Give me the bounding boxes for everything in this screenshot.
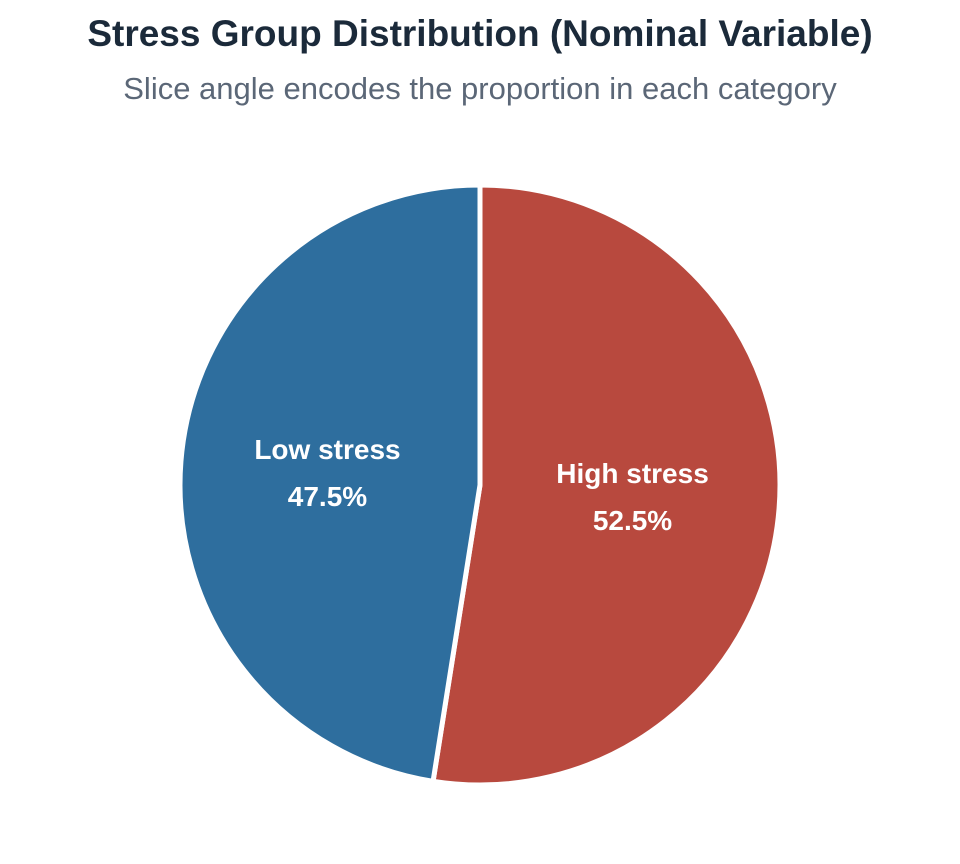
pie-slice-high-stress <box>430 182 783 788</box>
pie-labels: High stress 52.5% Low stress 47.5% <box>254 434 708 536</box>
slice-label-high-stress: High stress <box>556 458 709 489</box>
slice-value-low-stress: 47.5% <box>288 481 367 512</box>
chart-title: Stress Group Distribution (Nominal Varia… <box>87 13 873 54</box>
slice-value-high-stress: 52.5% <box>593 505 672 536</box>
pie-slice-low-stress <box>177 182 483 784</box>
pie-slices <box>177 182 783 788</box>
chart-subtitle: Slice angle encodes the proportion in ea… <box>123 71 837 106</box>
slice-label-low-stress: Low stress <box>254 434 400 465</box>
